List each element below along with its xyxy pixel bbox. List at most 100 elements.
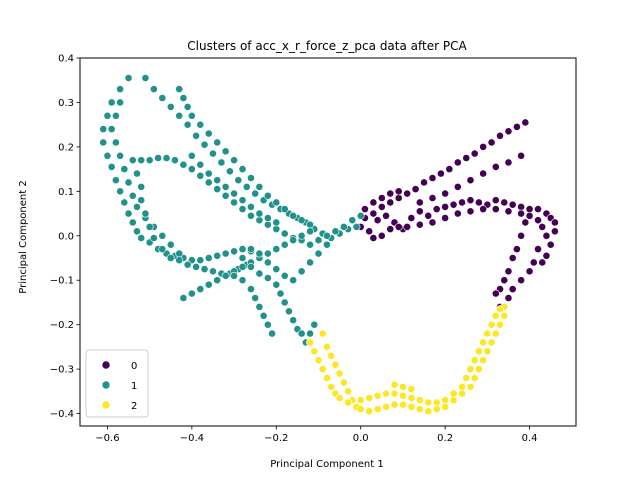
data-point-0 [550,227,559,236]
x-tick-label: −0.2 [264,433,288,444]
data-point-2 [424,407,433,416]
legend-label-2: 2 [131,401,137,412]
data-point-1 [306,220,314,229]
data-point-1 [230,198,238,207]
legend-marker-1 [101,380,111,390]
data-point-2 [318,329,327,338]
data-point-1 [204,169,213,178]
data-point-2 [491,311,500,320]
data-point-1 [289,316,298,325]
data-point-0 [428,218,437,227]
data-point-0 [466,196,475,205]
data-point-0 [403,189,412,198]
data-point-1 [111,138,120,147]
data-point-1 [196,256,205,265]
data-point-1 [348,216,357,225]
data-point-1 [230,156,238,165]
data-point-1 [323,231,331,240]
y-tick-label: −0.1 [50,276,74,287]
data-point-1 [238,165,247,174]
data-point-0 [453,182,462,191]
data-point-0 [453,209,462,218]
data-point-1 [297,329,306,338]
data-point-2 [407,394,416,402]
data-point-2 [432,405,441,414]
data-point-2 [470,374,479,382]
data-point-1 [272,245,281,254]
legend-label-0: 0 [131,361,137,372]
data-point-1 [259,311,268,320]
data-point-2 [382,402,390,411]
data-point-0 [534,205,542,214]
data-point-2 [335,369,344,378]
data-point-1 [204,178,213,187]
data-point-1 [297,231,306,240]
data-point-0 [394,187,403,196]
data-point-0 [441,202,450,211]
data-point-1 [255,182,264,191]
data-point-0 [403,222,412,231]
y-tick-label: 0.0 [58,231,74,242]
data-point-2 [500,311,509,320]
data-point-1 [209,149,217,158]
data-point-1 [141,209,150,218]
data-point-0 [377,194,386,202]
data-point-0 [386,189,395,198]
data-point-0 [382,211,390,220]
data-point-0 [470,149,479,158]
data-point-1 [247,211,255,220]
data-point-2 [441,402,450,411]
data-point-2 [323,374,331,382]
data-point-0 [517,151,526,160]
data-point-0 [411,185,420,194]
data-point-0 [373,216,382,225]
data-point-2 [415,396,424,405]
data-point-1 [124,178,133,187]
data-point-2 [390,389,399,398]
data-point-1 [356,211,365,220]
data-point-1 [137,182,146,191]
data-point-0 [407,214,416,222]
data-point-1 [192,262,200,271]
data-point-0 [508,285,517,294]
data-point-2 [382,389,390,398]
data-point-2 [399,400,407,409]
data-point-1 [263,249,272,258]
data-point-0 [538,222,547,231]
data-point-1 [238,254,247,262]
legend-marker-2 [101,400,111,410]
data-point-1 [221,191,230,200]
data-point-0 [521,218,530,227]
data-point-0 [550,218,559,227]
data-point-2 [373,405,382,414]
data-point-2 [323,342,331,351]
data-point-0 [517,209,526,218]
data-point-0 [449,200,458,209]
data-point-1 [209,267,217,276]
data-point-1 [213,138,222,147]
data-point-1 [225,167,234,176]
data-point-1 [187,111,196,120]
data-point-1 [251,294,260,302]
data-point-0 [428,194,437,202]
data-point-1 [213,251,222,260]
data-point-2 [339,378,348,387]
y-tick-label: 0.3 [58,98,74,109]
data-point-0 [453,158,462,167]
data-point-1 [192,131,200,140]
data-point-2 [390,380,399,389]
data-point-1 [234,176,243,185]
y-tick-label: 0.2 [58,142,74,153]
data-point-2 [487,320,496,329]
data-point-0 [504,127,513,136]
data-point-0 [415,220,424,229]
data-point-2 [365,407,374,416]
data-point-1 [221,147,230,156]
data-point-1 [238,262,247,271]
data-point-1 [120,198,129,207]
data-point-1 [107,162,116,171]
data-point-1 [272,225,281,234]
data-point-1 [255,302,264,311]
data-point-2 [356,396,365,405]
